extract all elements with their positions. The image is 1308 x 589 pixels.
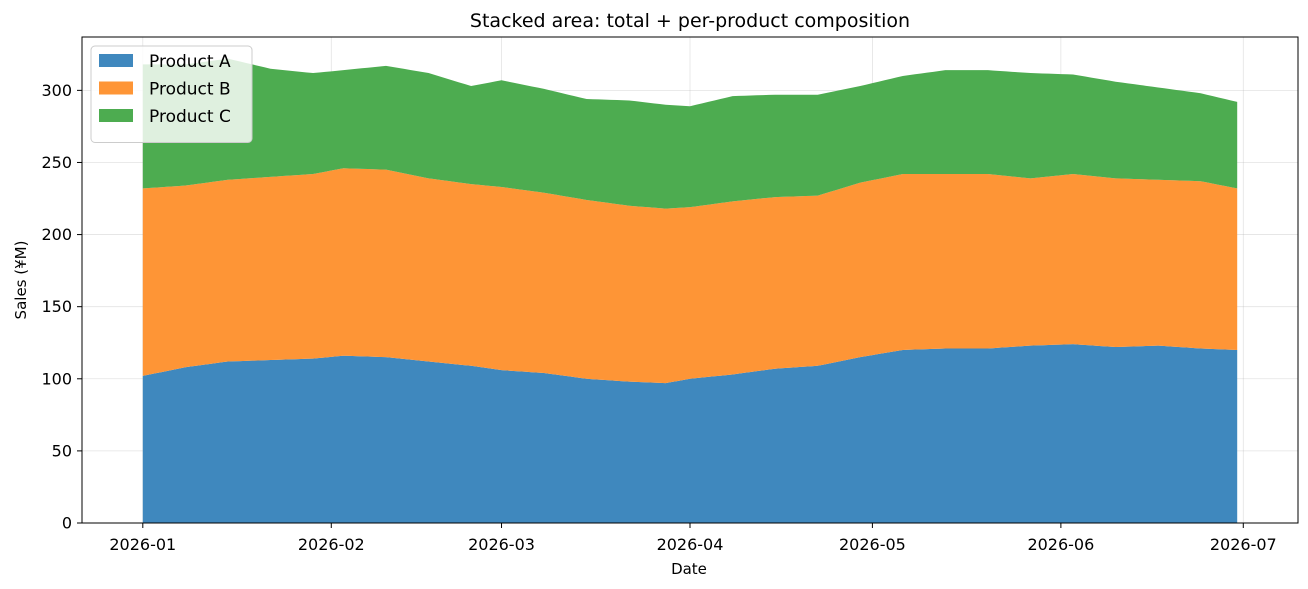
y-tick-label: 300 <box>41 81 72 100</box>
x-tick-label: 2026-03 <box>468 535 535 554</box>
legend-swatch <box>99 81 133 95</box>
y-tick-label: 150 <box>41 297 72 316</box>
area-series-product-b <box>142 168 1238 384</box>
area-series-product-c <box>142 58 1238 209</box>
x-tick-label: 2026-02 <box>298 535 365 554</box>
plot-area <box>142 58 1238 523</box>
legend-swatch <box>99 109 133 122</box>
y-tick-label: 50 <box>52 441 72 460</box>
x-axis-label: Date <box>671 560 707 578</box>
y-tick-label: 0 <box>62 514 72 533</box>
legend-label: Product C <box>149 107 231 127</box>
legend-label: Product B <box>149 80 231 100</box>
legend-label: Product A <box>149 52 231 72</box>
y-axis-label: Sales (¥M) <box>12 241 30 320</box>
x-tick-label: 2026-05 <box>839 535 906 554</box>
axes: 0 50 100 150 200 250 300 2026-01 2026-02 2026-03 2… <box>41 36 1299 554</box>
x-tick-label: 2026-07 <box>1210 535 1277 554</box>
legend-swatch <box>99 54 133 67</box>
area-series-product-a <box>142 344 1238 523</box>
legend: Product A Product B Product C <box>90 45 253 143</box>
y-tick-label: 100 <box>41 369 72 388</box>
y-tick-label: 250 <box>41 153 72 172</box>
x-tick-label: 2026-01 <box>109 535 176 554</box>
y-tick-label: 200 <box>41 225 72 244</box>
x-tick-label: 2026-04 <box>657 535 724 554</box>
chart-title: Stacked area: total + per-product compos… <box>470 10 910 32</box>
x-tick-label: 2026-06 <box>1027 535 1094 554</box>
